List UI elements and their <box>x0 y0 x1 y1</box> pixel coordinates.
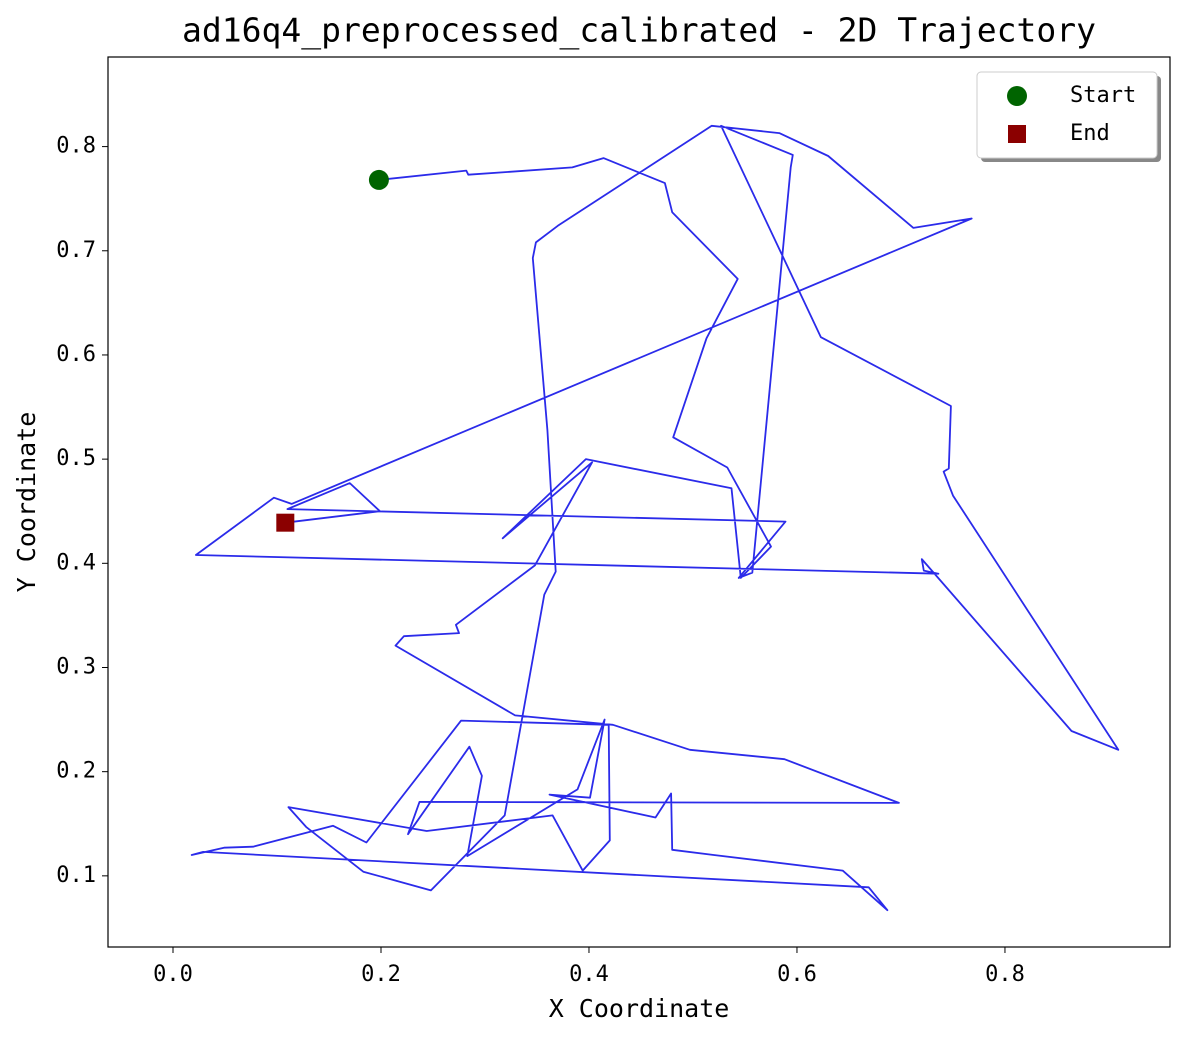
y-tick-label: 0.2 <box>56 759 96 784</box>
legend: Start End <box>976 71 1161 162</box>
y-tick-label: 0.6 <box>56 342 96 367</box>
x-tick-label: 0.2 <box>361 962 401 987</box>
x-tick-label: 0.6 <box>777 962 817 987</box>
marker-circle <box>368 169 389 190</box>
y-tick-label: 0.1 <box>56 863 96 888</box>
trajectory-line <box>190 124 1120 912</box>
legend-label: Start <box>1070 83 1136 108</box>
y-axis-label: Y Coordinate <box>12 412 41 593</box>
x-axis-label: X Coordinate <box>549 994 730 1023</box>
legend-label: End <box>1070 121 1110 146</box>
x-tick-label: 0.8 <box>985 962 1025 987</box>
y-tick-label: 0.4 <box>56 550 96 575</box>
y-tick-label: 0.5 <box>56 446 96 471</box>
legend-swatch <box>1008 125 1026 143</box>
chart-title: ad16q4_preprocessed_calibrated - 2D Traj… <box>182 11 1096 51</box>
y-tick-label: 0.3 <box>56 654 96 679</box>
plot-frame <box>107 56 1171 948</box>
legend-swatch <box>1007 86 1027 106</box>
y-tick-label: 0.8 <box>56 134 96 159</box>
x-tick-label: 0.4 <box>569 962 609 987</box>
marker-square <box>276 513 295 532</box>
x-tick-label: 0.0 <box>153 962 193 987</box>
y-tick-label: 0.7 <box>56 238 96 263</box>
